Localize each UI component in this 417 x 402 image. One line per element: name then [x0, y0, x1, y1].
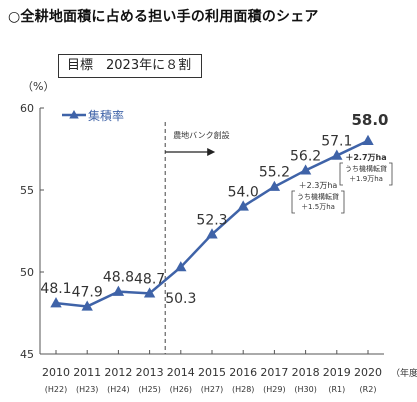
increment-total: ＋2.3万ha: [299, 181, 338, 190]
x-era-label: (R1): [328, 385, 345, 394]
policy-label: 農地バンク創設: [173, 130, 229, 140]
data-point: [112, 285, 125, 296]
x-era-label: (H25): [138, 385, 160, 394]
x-era-label: (H22): [45, 385, 67, 394]
increment-sub-value: ＋1.9万ha: [349, 175, 383, 183]
x-tick-label: 2017: [260, 366, 288, 379]
x-tick-label: 2013: [136, 366, 164, 379]
bracket-left: [291, 190, 295, 214]
increment-sub-value: ＋1.5万ha: [301, 203, 335, 211]
x-tick-label: 2015: [198, 366, 226, 379]
data-label: 50.3: [165, 291, 196, 307]
increment-sub-label: うち機構転貸: [345, 164, 387, 173]
x-tick-label: 2018: [292, 366, 320, 379]
data-point: [81, 300, 93, 311]
x-era-label: (H24): [107, 385, 129, 394]
data-label: 57.1: [321, 134, 352, 150]
bracket-right: [389, 162, 393, 186]
data-point: [362, 134, 374, 145]
annotations: 農地バンク創設 ＋2.3万ha うち機構転貸 ＋1.5万ha ＋2.7万ha うち機構転貸…: [164, 122, 393, 354]
data-label: 48.1: [40, 281, 71, 297]
legend: 集積率: [62, 108, 124, 123]
plot-area: 48.1 47.948.8 48.750.3 52.354.055.256.257.1…: [40, 111, 389, 311]
x-era-label: (H30): [294, 385, 316, 394]
legend-marker: [69, 110, 79, 119]
y-tick-label: 60: [20, 102, 34, 115]
data-point: [143, 287, 156, 298]
page-title: ○全耕地面積に占める担い手の利用面積のシェア: [8, 9, 319, 25]
x-era-label: (H26): [170, 385, 192, 394]
increment-note-2019: ＋2.3万ha うち機構転貸 ＋1.5万ha: [291, 181, 345, 214]
data-label: 55.2: [259, 165, 290, 181]
data-label: 48.8: [103, 270, 134, 286]
axes: 45 50 55 60 （%） 2010 (H22) 2011 (H23) 2012 (H24) 20…: [20, 80, 417, 394]
y-tick-label: 45: [20, 348, 34, 361]
target-box: 目標 2023年に８割: [58, 54, 202, 78]
data-point: [50, 297, 62, 308]
data-label: 54.0: [228, 184, 259, 200]
x-tick-label: 2019: [323, 366, 351, 379]
x-tick-label: 2011: [73, 366, 101, 379]
data-point: [206, 228, 218, 239]
x-tick-label: 2010: [42, 366, 70, 379]
y-tick-label: 50: [20, 266, 34, 279]
x-era-label: (H23): [76, 385, 98, 394]
data-point: [237, 200, 249, 211]
x-era-label: (R2): [360, 385, 377, 394]
data-point: [299, 164, 312, 175]
increment-total: ＋2.7万ha: [345, 153, 386, 162]
x-axis-label: （年度）: [391, 367, 417, 379]
data-label: 56.2: [290, 148, 321, 164]
x-tick-label: 2016: [229, 366, 257, 379]
increment-note-2020: ＋2.7万ha うち機構転貸 ＋1.9万ha: [339, 153, 393, 186]
data-label: 48.7: [134, 271, 165, 287]
x-era-label: (H27): [201, 385, 223, 394]
y-tick-label: 55: [20, 184, 34, 197]
data-point: [175, 261, 187, 272]
data-label: 52.3: [196, 212, 227, 228]
bracket-right: [341, 190, 345, 214]
x-tick-label: 2012: [104, 366, 132, 379]
bracket-left: [339, 162, 343, 186]
legend-label: 集積率: [88, 108, 124, 123]
data-point: [331, 149, 343, 160]
y-axis-label: （%）: [22, 80, 54, 93]
x-tick-label: 2014: [167, 366, 195, 379]
x-tick-label: 2020: [354, 366, 382, 379]
data-point: [268, 180, 281, 191]
x-era-label: (H28): [232, 385, 254, 394]
data-label: 47.9: [72, 284, 103, 300]
policy-arrow-head: [207, 148, 216, 156]
x-era-label: (H29): [263, 385, 285, 394]
increment-sub-label: うち機構転貸: [297, 192, 339, 201]
data-label: 58.0: [351, 111, 388, 129]
